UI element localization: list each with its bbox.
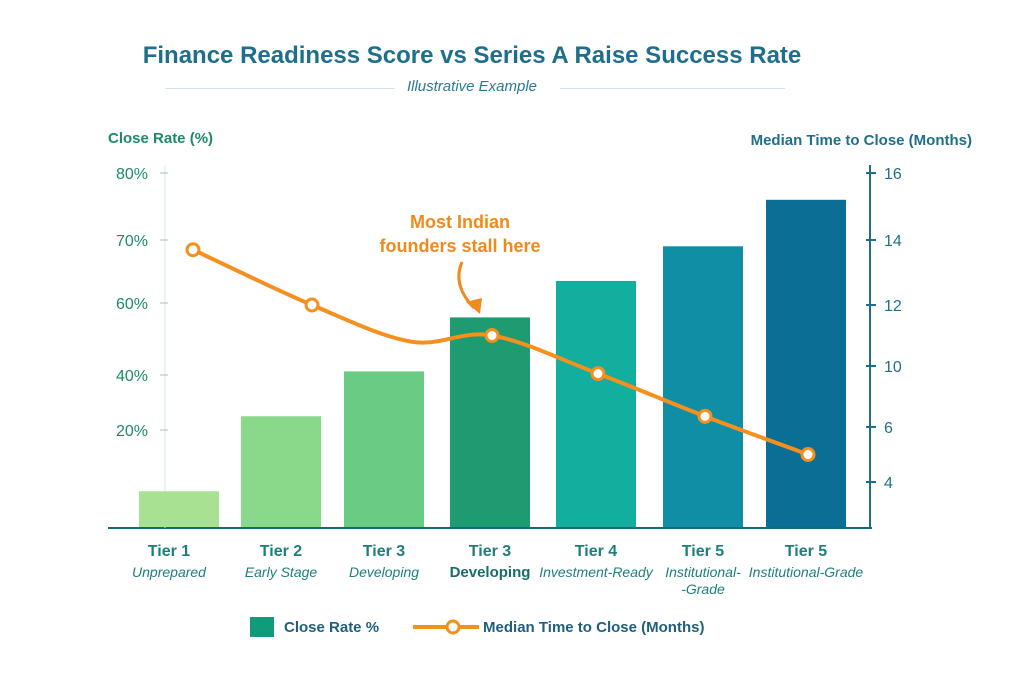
stage-label: Developing <box>449 564 531 581</box>
subtitle-rule-right <box>560 88 785 89</box>
legend-swatch-line <box>413 619 480 635</box>
bar-4 <box>450 317 530 527</box>
legend-swatch-bar <box>250 617 274 637</box>
x-category-7: Tier 5 Institutional-Grade <box>746 543 866 581</box>
y-axis-label: Close Rate (%) <box>108 130 214 147</box>
x-category-1: Tier 1 Unprepared <box>109 543 229 581</box>
legend-label-line: Median Time to Close (Months) <box>483 618 705 636</box>
annotation-arrowhead <box>466 298 482 314</box>
tier-label: Tier 5 <box>681 543 725 560</box>
tier-label: Tier 3 <box>362 543 406 560</box>
bar-1 <box>139 491 219 527</box>
y-tick-label: 60% <box>116 296 148 313</box>
y2-tick-label: 12 <box>884 298 902 315</box>
y-tick-label: 80% <box>116 166 148 183</box>
line-point-2 <box>304 297 320 313</box>
x-category-2: Tier 2 Early Stage <box>221 543 341 581</box>
stage-label: Early Stage <box>244 564 318 580</box>
line-point-5 <box>590 366 606 382</box>
y2-tick-label: 6 <box>884 420 893 437</box>
line-point-1 <box>185 242 201 258</box>
bar-7 <box>766 199 846 528</box>
legend: Close Rate % Median Time to Close (Month… <box>250 617 704 637</box>
line-point-6 <box>697 408 713 424</box>
y2-tick-label: 16 <box>884 166 902 183</box>
x-category-6: Tier 5 Institutional- -Grade <box>643 543 763 598</box>
stage-label: Unprepared <box>132 564 206 580</box>
x-category-5: Tier 4 Investment-Ready <box>536 543 656 581</box>
stage-label: Institutional-Grade <box>748 564 864 580</box>
chart-title: Finance Readiness Score vs Series A Rais… <box>142 42 802 69</box>
annotation: Most Indian founders stall here <box>379 212 541 256</box>
x-category-4: Tier 3 Developing <box>430 543 550 581</box>
stage-label: Institutional- -Grade <box>665 564 741 597</box>
legend-label-bar: Close Rate % <box>284 618 380 636</box>
tier-label: Tier 1 <box>147 543 191 560</box>
bar-2 <box>241 416 321 527</box>
y2-tick-label: 14 <box>884 233 902 250</box>
y-tick-label: 40% <box>116 368 148 385</box>
stage-label: Investment-Ready <box>539 564 653 580</box>
y-tick-label: 70% <box>116 233 148 250</box>
y2-tick-label: 10 <box>884 359 902 376</box>
tier-label: Tier 4 <box>574 543 618 560</box>
bar-3 <box>344 371 424 527</box>
chart-subtitle: Illustrative Example <box>406 78 538 95</box>
bar-6 <box>663 246 743 528</box>
y2-tick-label: 4 <box>884 475 893 492</box>
line-point-7 <box>800 447 816 462</box>
subtitle-rule-left <box>165 88 395 89</box>
y-tick-label: 20% <box>116 423 148 440</box>
line-point-4 <box>484 328 500 343</box>
stage-label: Developing <box>348 564 420 580</box>
bar-5 <box>556 280 636 527</box>
x-category-3: Tier 3 Developing <box>324 543 444 581</box>
y2-axis-label: Median Time to Close (Months) <box>750 132 972 149</box>
tier-label: Tier 2 <box>259 543 303 560</box>
tier-label: Tier 3 <box>468 543 512 560</box>
tier-label: Tier 5 <box>784 543 828 560</box>
